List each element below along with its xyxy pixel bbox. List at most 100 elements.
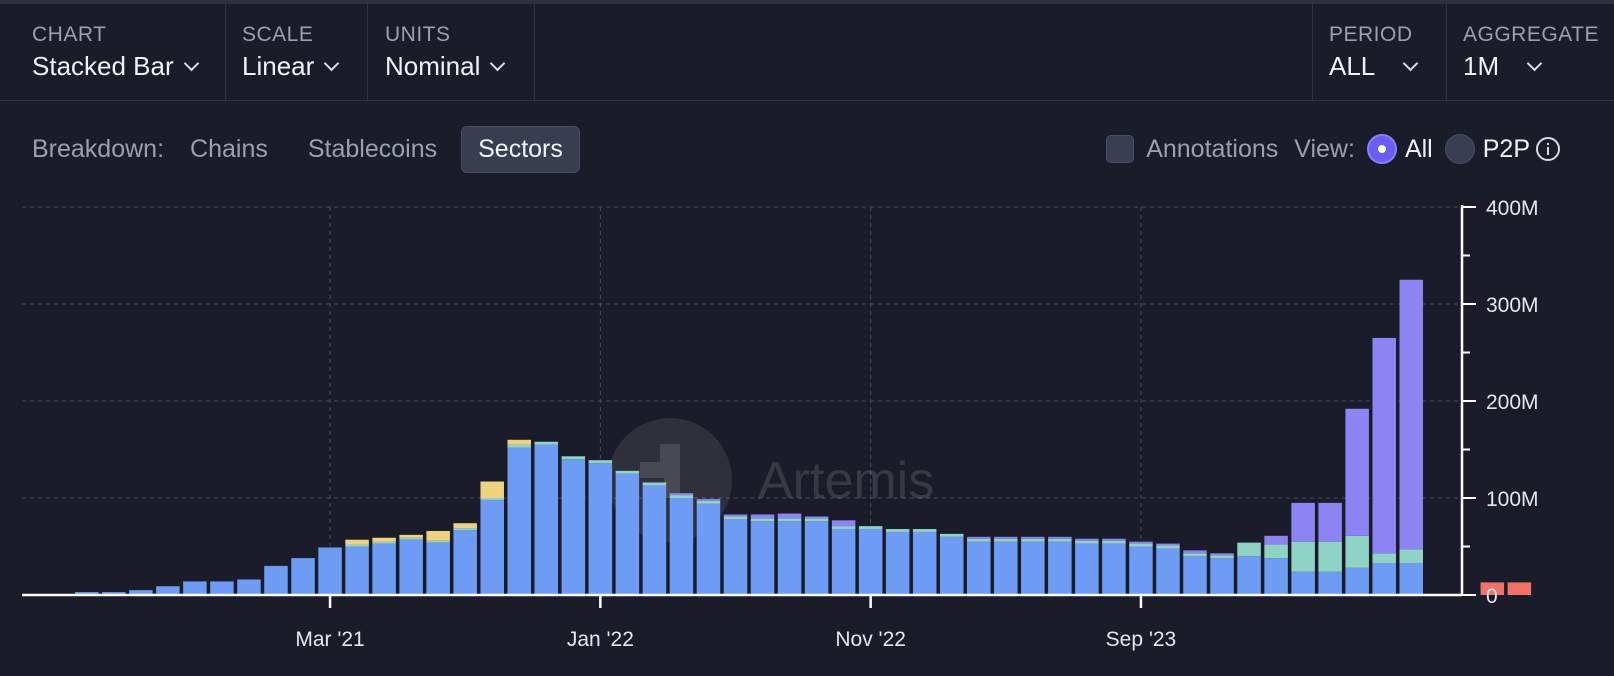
bar-stack[interactable]	[1237, 542, 1261, 595]
view-controls: Annotations View: All P2P	[1106, 126, 1560, 172]
bar-stack[interactable]	[831, 520, 856, 595]
bar-segment	[237, 579, 261, 595]
bar-segment	[399, 537, 423, 540]
bar-stack[interactable]	[1156, 543, 1180, 595]
bar-stack[interactable]	[264, 565, 288, 595]
bar-stack[interactable]	[1507, 582, 1532, 595]
bar-stack[interactable]	[885, 529, 910, 595]
bar-stack[interactable]	[1345, 408, 1369, 595]
bar-segment	[858, 526, 883, 530]
bar-stack[interactable]	[1129, 541, 1153, 595]
bar-stack[interactable]	[1399, 279, 1424, 595]
bar-stack[interactable]	[1264, 535, 1288, 595]
bar-stack[interactable]	[1291, 502, 1315, 595]
bar-segment	[1075, 538, 1099, 541]
bar-segment	[912, 529, 937, 532]
bar-stack[interactable]	[994, 536, 1018, 595]
info-icon[interactable]	[1536, 137, 1560, 161]
bar-stack[interactable]	[615, 470, 640, 595]
bar-stack[interactable]	[1480, 582, 1505, 595]
bar-segment	[1318, 571, 1342, 595]
bar-stack[interactable]	[669, 493, 694, 595]
bar-segment	[507, 444, 532, 448]
bar-stack[interactable]	[912, 529, 937, 595]
bar-stack[interactable]	[1048, 536, 1072, 595]
bar-stack[interactable]	[777, 513, 802, 595]
bar-stack[interactable]	[1102, 538, 1126, 595]
bar-segment	[750, 514, 775, 519]
view-all-radio[interactable]	[1366, 134, 1397, 164]
tab-chains[interactable]: Chains	[190, 134, 268, 163]
bar-segment	[1075, 543, 1099, 595]
bar-segment	[345, 544, 369, 547]
top-border	[0, 0, 1614, 4]
bar-stack[interactable]	[723, 514, 748, 595]
bar-segment	[480, 498, 504, 500]
bar-stack[interactable]	[345, 539, 369, 595]
watermark-logo-mark-icon	[640, 444, 680, 498]
scale-dropdown[interactable]: SCALE Linear	[226, 4, 368, 100]
tab-stablecoins[interactable]: Stablecoins	[307, 134, 438, 163]
bar-stack[interactable]	[183, 581, 207, 595]
bar-stack[interactable]	[102, 592, 126, 595]
bar-segment	[1399, 549, 1423, 563]
period-dropdown[interactable]: PERIOD ALL	[1312, 4, 1446, 100]
bar-stack[interactable]	[588, 460, 613, 595]
bar-stack[interactable]	[237, 579, 261, 595]
bar-stack[interactable]	[1318, 502, 1342, 595]
bar-segment	[696, 503, 721, 595]
breakdown-selector: Breakdown: Chains Stablecoins Sectors	[32, 125, 588, 173]
bar-stack[interactable]	[129, 590, 153, 595]
scale-value: Linear	[242, 48, 367, 84]
bar-stack[interactable]	[642, 482, 667, 595]
chevron-down-icon	[1402, 55, 1419, 71]
bar-stack[interactable]	[291, 558, 315, 595]
bar-stack[interactable]	[561, 456, 586, 595]
annotations-checkbox[interactable]	[1106, 135, 1135, 163]
bar-segment	[804, 518, 829, 522]
bar-stack[interactable]	[750, 514, 775, 595]
bar-stack[interactable]	[453, 523, 477, 595]
bar-stack[interactable]	[804, 516, 829, 595]
bar-stack[interactable]	[1075, 538, 1099, 595]
bar-stack[interactable]	[156, 586, 180, 595]
bar-segment	[1102, 543, 1126, 595]
chart-type-dropdown[interactable]: CHART Stacked Bar	[0, 4, 226, 100]
scale-label: SCALE	[242, 23, 314, 46]
bar-stack[interactable]	[210, 581, 234, 595]
bar-stack[interactable]	[967, 536, 991, 595]
bar-stack[interactable]	[426, 530, 450, 595]
bar-stack[interactable]	[318, 547, 342, 595]
chart-grid	[22, 206, 1462, 595]
bar-stack[interactable]	[1021, 536, 1045, 595]
bar-stack[interactable]	[1372, 337, 1396, 595]
bar-segment	[1291, 571, 1315, 595]
bar-segment	[858, 529, 883, 595]
bar-stack[interactable]	[480, 481, 504, 595]
bar-stack[interactable]	[939, 533, 964, 595]
bar-segment	[426, 542, 450, 595]
bar-stack[interactable]	[696, 498, 721, 595]
bar-segment	[615, 473, 640, 595]
bar-stack[interactable]	[372, 537, 396, 595]
aggregate-dropdown[interactable]: AGGREGATE 1M	[1446, 4, 1614, 100]
units-dropdown[interactable]: UNITS Nominal	[368, 4, 535, 100]
bar-segment	[1021, 541, 1045, 595]
bar-stack[interactable]	[858, 526, 883, 595]
bar-stack[interactable]	[534, 441, 559, 595]
bar-stack[interactable]	[399, 534, 423, 595]
view-p2p-radio[interactable]	[1444, 134, 1475, 164]
bar-stack[interactable]	[507, 439, 532, 595]
bar-segment	[534, 444, 559, 595]
bar-segment	[967, 536, 991, 539]
bar-segment	[994, 541, 1018, 595]
bar-segment	[372, 541, 396, 544]
bar-stack[interactable]	[1210, 553, 1234, 595]
y-tick-label: 100M	[1486, 488, 1539, 511]
bar-segment	[561, 459, 586, 595]
tab-sectors[interactable]: Sectors	[461, 125, 580, 173]
bar-segment	[1183, 556, 1207, 595]
x-tick-label: Jan '22	[567, 628, 634, 651]
bar-stack[interactable]	[1183, 550, 1207, 595]
bar-stack[interactable]	[75, 592, 99, 595]
